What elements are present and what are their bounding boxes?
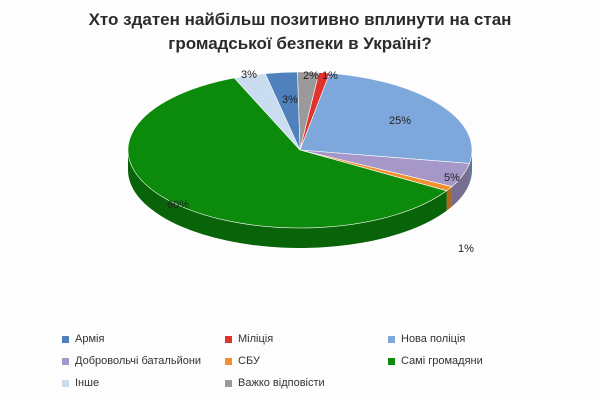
legend-label: Нова поліція — [401, 333, 466, 345]
data-label-8: 2% — [303, 70, 319, 82]
pie-data-labels: 3% 1% 25% 5% 1% 60% 3% 2% — [167, 69, 474, 255]
legend-row: Армія Міліція Нова поліція — [62, 328, 582, 350]
legend-swatch — [62, 379, 69, 387]
legend-item-6: Самі громадяни — [388, 355, 551, 367]
data-label-7: 3% — [282, 94, 298, 106]
data-label-6: 60% — [167, 199, 189, 211]
data-label-5: 1% — [458, 243, 474, 255]
legend-label: Армія — [75, 333, 105, 345]
data-label-2: 1% — [322, 70, 338, 82]
chart-legend: Армія Міліція Нова поліція Добровольчі бата… — [62, 328, 582, 394]
chart-title: Хто здатен найбільш позитивно вплинути н… — [40, 8, 560, 56]
chart-title-line-1: Хто здатен найбільш позитивно вплинути н… — [88, 10, 512, 29]
legend-item-7: Інше — [62, 377, 225, 389]
legend-label: СБУ — [238, 355, 260, 367]
legend-swatch — [62, 357, 69, 365]
legend-label: Інше — [75, 377, 100, 389]
legend-swatch — [225, 335, 232, 343]
legend-item-2: Міліція — [225, 333, 388, 345]
legend-item-8: Важко відповісти — [225, 377, 388, 389]
data-label-4: 5% — [444, 172, 460, 184]
pie-side-walls — [128, 150, 472, 248]
pie-side-6 — [128, 150, 447, 248]
legend-swatch — [225, 357, 232, 365]
legend-item-5: СБУ — [225, 355, 388, 367]
legend-label: Важко відповісти — [238, 377, 325, 389]
data-label-1: 3% — [241, 69, 257, 81]
legend-item-3: Нова поліція — [388, 333, 551, 345]
data-label-3: 25% — [389, 115, 411, 127]
legend-swatch — [388, 335, 395, 343]
legend-item-1: Армія — [62, 333, 225, 345]
pie-slice-3 — [299, 72, 473, 164]
legend-item-4: Добровольчі батальйони — [62, 355, 225, 367]
legend-label: Самі громадяни — [401, 355, 483, 367]
pie-side-5 — [446, 186, 452, 211]
pie-slice-1 — [264, 71, 301, 151]
pie-slices — [127, 71, 473, 229]
legend-swatch — [225, 379, 232, 387]
pie-side-3 — [469, 150, 472, 184]
legend-label: Міліція — [238, 333, 274, 345]
legend-swatch — [388, 357, 395, 365]
pie-slice-6 — [127, 77, 448, 229]
legend-row: Інше Важко відповісти — [62, 372, 582, 394]
legend-label: Добровольчі батальйони — [75, 355, 202, 367]
pie-side-4 — [451, 163, 470, 207]
chart-title-line-2: громадської безпеки в Україні? — [168, 34, 432, 53]
legend-swatch — [62, 335, 69, 343]
legend-row: Добровольчі батальйони СБУ Самі громадяни — [62, 350, 582, 372]
